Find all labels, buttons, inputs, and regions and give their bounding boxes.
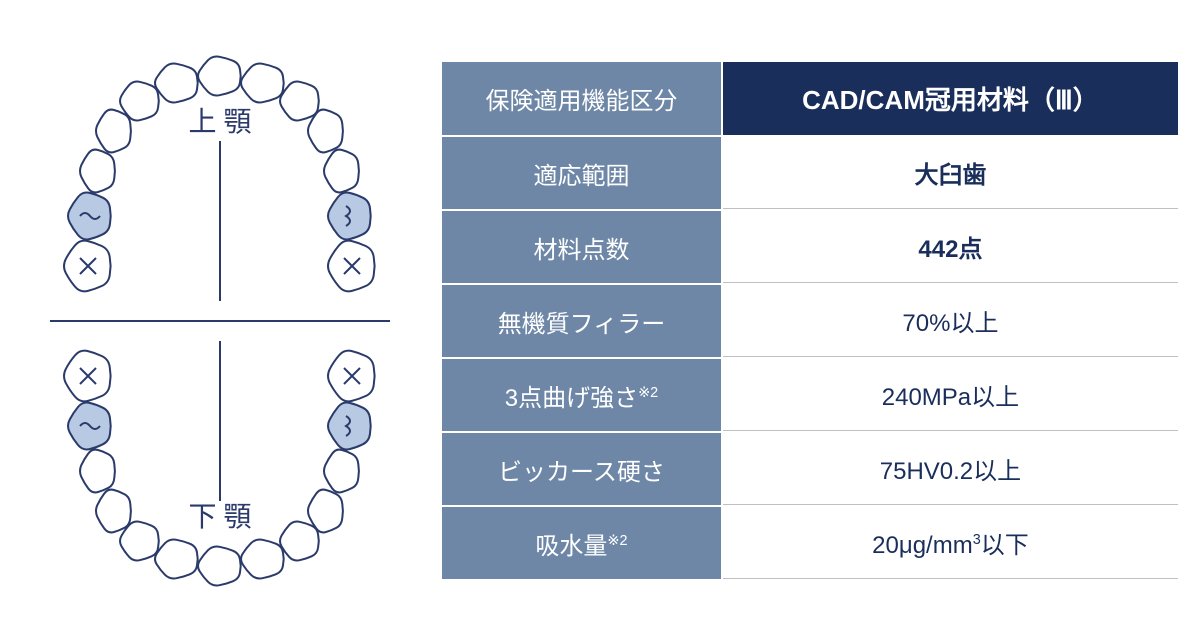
upper-jaw-label: 上 顎 xyxy=(188,107,251,138)
tooth xyxy=(241,539,284,578)
tooth xyxy=(198,56,241,95)
material-spec-table: 保険適用機能区分CAD/CAM冠用材料（Ⅲ）適応範囲大臼歯材料点数442点無機質… xyxy=(440,60,1200,581)
spec-value: 442点 xyxy=(723,211,1178,283)
tooth xyxy=(324,449,359,492)
spec-value: 70%以上 xyxy=(723,285,1178,357)
spec-value: 75HV0.2以上 xyxy=(723,433,1178,505)
tooth xyxy=(280,521,319,560)
tooth xyxy=(198,546,241,585)
tooth xyxy=(96,109,131,152)
tooth xyxy=(241,63,284,102)
tooth xyxy=(324,149,359,192)
tooth xyxy=(96,489,131,532)
spec-label: 適応範囲 xyxy=(442,137,721,209)
tooth xyxy=(280,81,319,120)
lower-jaw-label: 下 顎 xyxy=(188,502,251,533)
dental-diagram: 上 顎下 顎 xyxy=(0,21,440,621)
tooth xyxy=(80,449,115,492)
spec-label: 吸水量※2 xyxy=(442,507,721,579)
tooth xyxy=(155,63,198,102)
table-header-left: 保険適用機能区分 xyxy=(442,62,721,135)
tooth xyxy=(328,192,371,239)
tooth xyxy=(328,402,371,449)
spec-label: ビッカース硬さ xyxy=(442,433,721,505)
spec-value: 240MPa以上 xyxy=(723,359,1178,431)
tooth xyxy=(155,539,198,578)
spec-value: 20μg/mm3以下 xyxy=(723,507,1178,579)
spec-value: 大臼歯 xyxy=(723,137,1178,209)
spec-label: 3点曲げ強さ※2 xyxy=(442,359,721,431)
spec-label: 材料点数 xyxy=(442,211,721,283)
spec-label: 無機質フィラー xyxy=(442,285,721,357)
table-header-right: CAD/CAM冠用材料（Ⅲ） xyxy=(723,62,1178,135)
tooth xyxy=(80,149,115,192)
